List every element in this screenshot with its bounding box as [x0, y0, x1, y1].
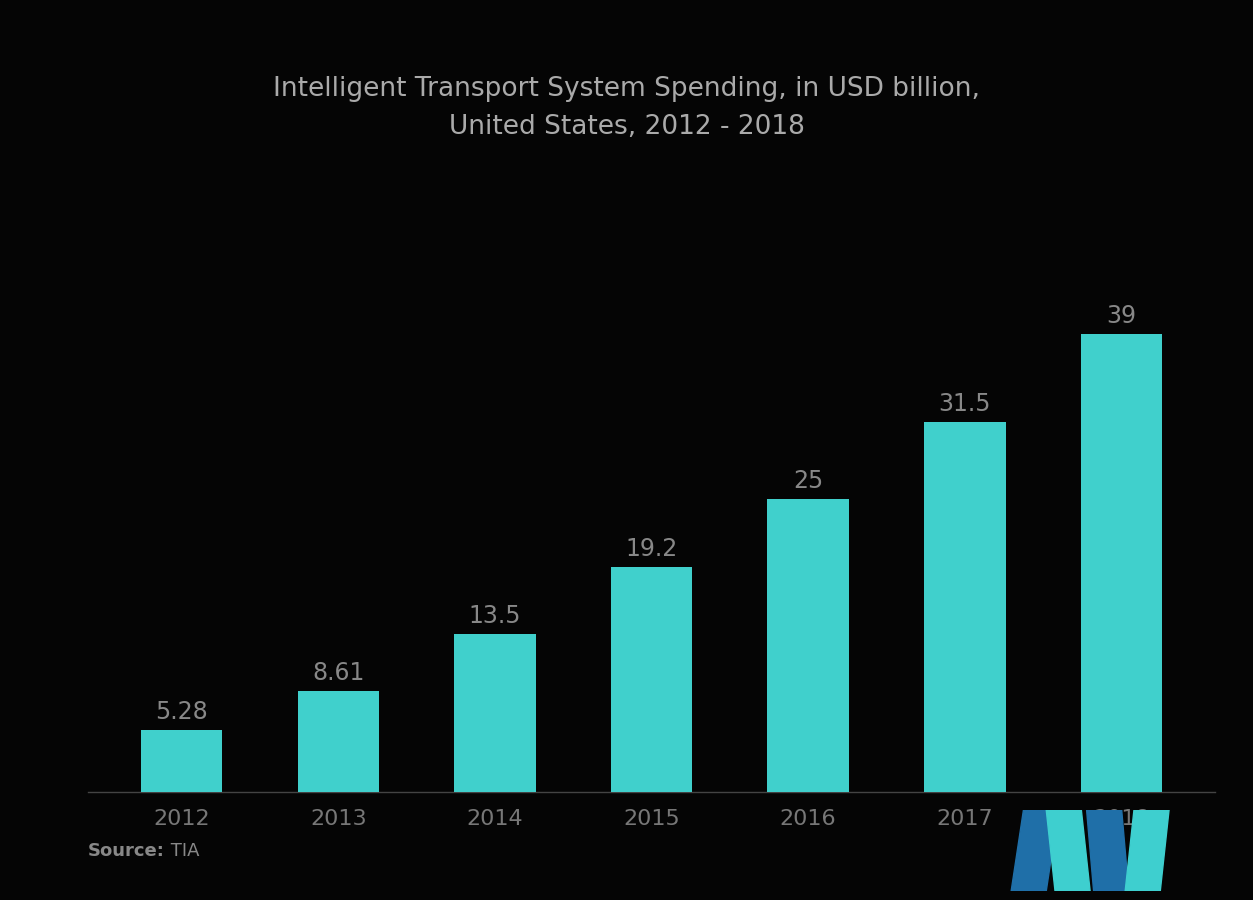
Text: TIA: TIA — [165, 842, 200, 859]
Polygon shape — [1086, 810, 1129, 891]
Polygon shape — [1046, 810, 1090, 891]
Bar — [923, 422, 1005, 792]
Bar — [142, 730, 223, 792]
Bar — [767, 499, 848, 792]
Bar — [298, 691, 378, 792]
Polygon shape — [1011, 810, 1059, 891]
Bar — [454, 634, 535, 792]
Text: 13.5: 13.5 — [469, 604, 521, 627]
Bar — [611, 567, 693, 792]
Text: Source:: Source: — [88, 842, 164, 859]
Text: 19.2: 19.2 — [625, 536, 678, 561]
Text: 39: 39 — [1106, 304, 1136, 328]
Text: 8.61: 8.61 — [312, 662, 365, 685]
Text: 31.5: 31.5 — [938, 392, 991, 417]
Polygon shape — [1125, 810, 1169, 891]
Bar — [1080, 334, 1162, 792]
Text: Intelligent Transport System Spending, in USD billion,
United States, 2012 - 201: Intelligent Transport System Spending, i… — [273, 76, 980, 140]
Text: 25: 25 — [793, 469, 823, 492]
Text: 5.28: 5.28 — [155, 700, 208, 725]
